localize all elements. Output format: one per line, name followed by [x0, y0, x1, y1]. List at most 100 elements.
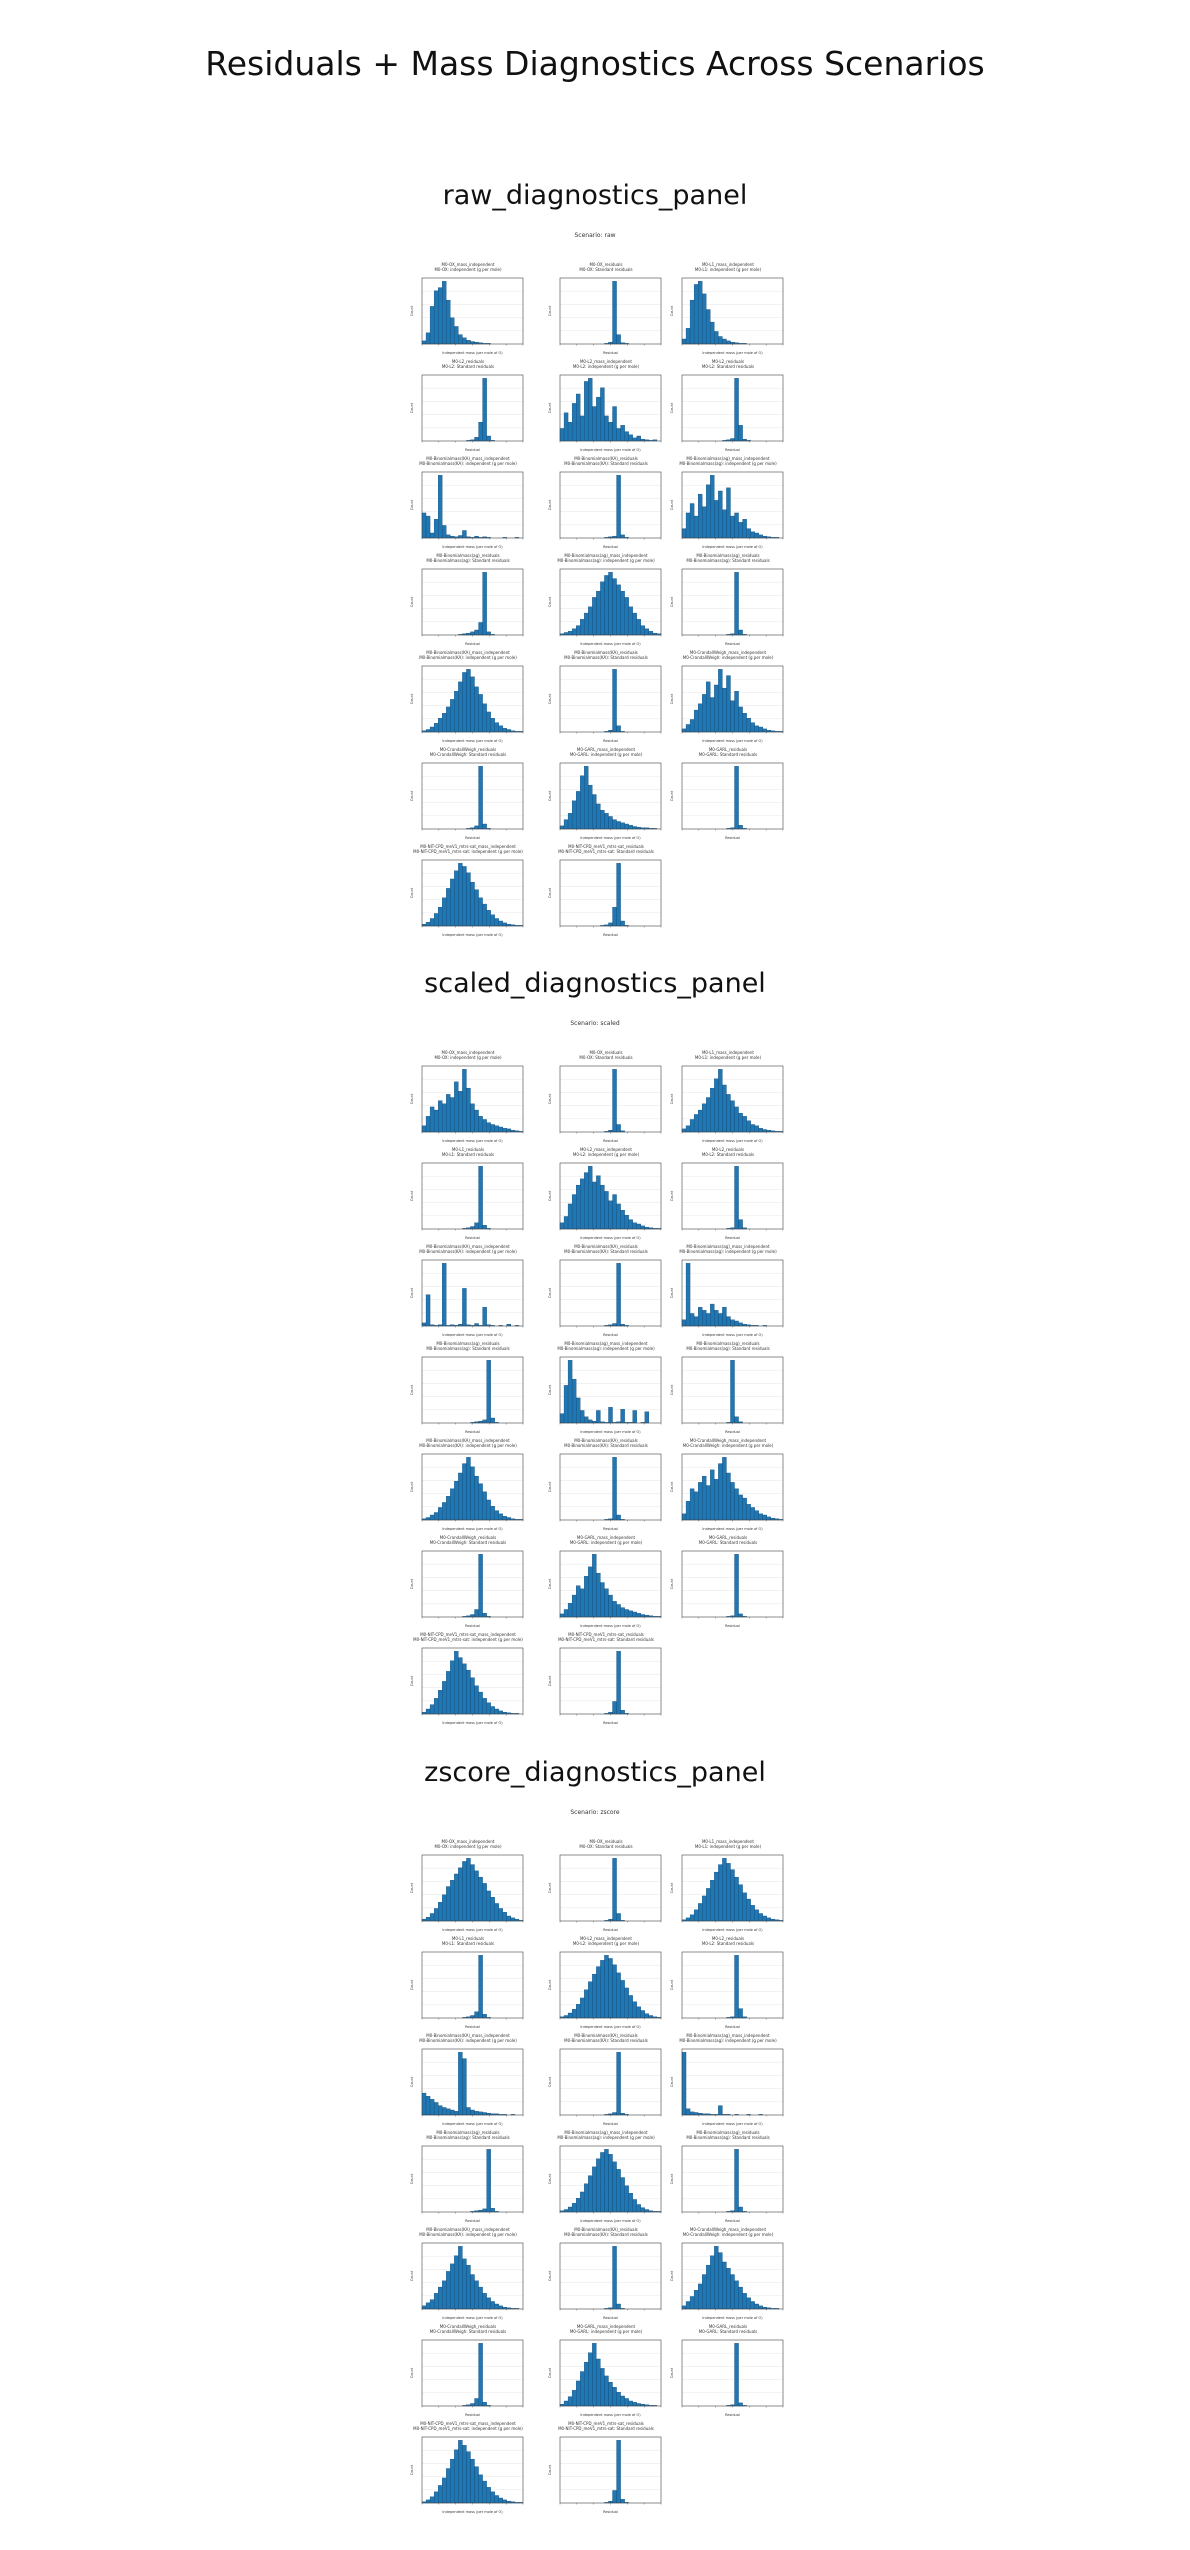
histogram-bar [681, 2305, 687, 2310]
histogram-bar [442, 525, 447, 539]
x-axis-label: Independent mass (per mole of O) [580, 1430, 641, 1434]
x-axis-label: Independent mass (per mole of O) [580, 836, 641, 840]
histogram-bar [620, 1409, 625, 1424]
histogram-bar [730, 1319, 735, 1327]
x-axis-label: Independent mass (per mole of O) [442, 1721, 503, 1725]
subplot-subtitle: M0-Binomialmass(ag): independent (g per … [557, 558, 655, 563]
histogram-bar [710, 1303, 715, 1327]
histogram-subplot: M0-Binomialmass(KA)_residuals M0-Binomial… [548, 2227, 664, 2321]
histogram-bar [620, 920, 625, 927]
histogram-bar [474, 1222, 479, 1230]
histogram-subplot: M0-CrandallWeigh_residuals M0-CrandallWei… [410, 2324, 526, 2418]
histogram-plot: Residual Count [548, 1647, 662, 1725]
histogram-subplot: M0-Binomialmass(ag)_mass_independent M0-B… [670, 1244, 786, 1338]
histogram-bar [474, 686, 479, 733]
subplot-title: M0-L1_residuals [451, 1936, 485, 1941]
histogram-bar [421, 340, 427, 345]
histogram-bar [681, 2052, 687, 2116]
histogram-bar [750, 1507, 755, 1521]
histogram-bar [470, 1864, 475, 1922]
histogram-bar [734, 1488, 739, 1521]
histogram-bar [425, 1294, 431, 1327]
histogram-plot: Independent mass (per mole of O) Count [410, 665, 524, 743]
histogram-bar [693, 515, 699, 539]
histogram-bar [442, 1502, 447, 1521]
histogram-bar [608, 816, 613, 830]
histogram-bar [612, 578, 617, 636]
histogram-bar [433, 290, 439, 345]
histogram-bar [734, 572, 739, 636]
histogram-bar [722, 1858, 727, 1922]
subplot-subtitle: M0-GARL: Standard residuals [698, 752, 758, 757]
panel-title: zscore_diagnostics_panel [424, 1757, 766, 1788]
histogram-bar [754, 725, 759, 733]
subplot-subtitle: M0-L2: independent (g per mole) [572, 1941, 640, 1946]
histogram-subplot: M0-CrandallWeigh_mass_independent M0-Cran… [670, 1438, 786, 1532]
histogram-plot: Residual Count [548, 277, 662, 355]
histogram-subplot: M0-L2_residuals M0-L2: Standard residuals… [670, 1147, 786, 1241]
subplot-title: M0-CrandallWeigh_residuals [439, 747, 497, 752]
histogram-bar [470, 881, 475, 927]
axes-frame [681, 1951, 784, 2019]
y-axis-label: Count [410, 2367, 414, 2378]
histogram-bar [466, 2451, 471, 2504]
histogram-bar [758, 1513, 763, 1521]
histogram-bar [466, 1087, 471, 1133]
histogram-bar [454, 326, 459, 345]
axes-frame [559, 859, 662, 927]
subplot-title: M0-NIT-CPD_meV1_mtrs-sat_residuals [568, 2421, 644, 2426]
histogram-bar [689, 1313, 695, 1327]
histogram-bar [738, 2008, 743, 2019]
axes-frame [681, 568, 784, 636]
histogram-bar [738, 1219, 743, 1230]
histogram-bar [490, 718, 495, 733]
y-axis-label: Count [410, 1882, 414, 1893]
histogram-bar [458, 1091, 463, 1133]
subplot-title: M0-Binomialmass(KA)_residuals [574, 1438, 638, 1443]
histogram-bar [486, 1360, 491, 1424]
histogram-bar [681, 728, 687, 733]
histogram-bar [636, 1613, 641, 1618]
histogram-subplot: M0-Binomialmass(ag)_mass_independent M0-B… [548, 1341, 664, 1435]
histogram-plot: Independent mass (per mole of O) Count [548, 1356, 662, 1434]
histogram-plot: Residual Count [548, 2436, 662, 2514]
subplot-title: M0-L2_mass_independent [579, 1936, 632, 1941]
axes-frame [559, 665, 662, 733]
histogram-bar [502, 1128, 507, 1133]
x-axis-label: Residual [465, 1624, 480, 1628]
histogram-bar [466, 669, 471, 733]
histogram-plot: Residual Count [548, 665, 662, 743]
histogram-bar [438, 1507, 443, 1521]
histogram-bar [446, 2468, 451, 2504]
subplot-subtitle: M0-CrandallWeigh: independent (g per mol… [682, 1443, 774, 1448]
y-axis-label: Count [670, 1384, 674, 1395]
histogram-bar [718, 336, 723, 345]
histogram-subplot: M0-Binomialmass(KA)_mass_independent M0-B… [410, 456, 526, 550]
histogram-bar [698, 703, 703, 733]
histogram-bar [632, 1611, 637, 1618]
histogram-bar [438, 1902, 443, 1922]
histogram-bar [710, 1087, 715, 1133]
histogram-bar [640, 2207, 645, 2213]
y-axis-label: Count [410, 1287, 414, 1298]
histogram-bar [718, 1313, 723, 1327]
subplot-subtitle: M0-CrandallWeigh: Standard residuals [429, 1540, 507, 1545]
x-axis-label: Independent mass (per mole of O) [442, 545, 503, 549]
subplot-subtitle: M0-NIT-CPD_meV1_mtrs-sat: independent (g… [413, 849, 523, 854]
histogram-bar [462, 1463, 467, 1521]
subplot-title: M0-Binomialmass(KA)_residuals [574, 650, 638, 655]
subplot-title: M0-Binomialmass(KA)_residuals [574, 2033, 638, 2038]
subplot-title: M0-NIT-CPD_meV1_mtrs-sat_residuals [568, 1632, 644, 1637]
histogram-plot: Residual Count [548, 2048, 662, 2126]
histogram-bar [600, 1960, 605, 2019]
histogram-bar [482, 703, 487, 733]
subplot-subtitle: M0-Binomialmass(ag): independent (g per … [679, 2038, 777, 2043]
subplot-title: M0-OX_mass_independent [441, 262, 495, 267]
histogram-bar [478, 1955, 483, 2019]
histogram-bar [490, 1417, 495, 1424]
histogram-bar [640, 1225, 645, 1230]
subplot-subtitle: M0-NIT-CPD_meV1_mtrs-sat: Standard resid… [558, 849, 654, 854]
histogram-bar [584, 1576, 589, 1618]
histogram-bar [462, 672, 467, 733]
histogram-bar [450, 878, 455, 927]
